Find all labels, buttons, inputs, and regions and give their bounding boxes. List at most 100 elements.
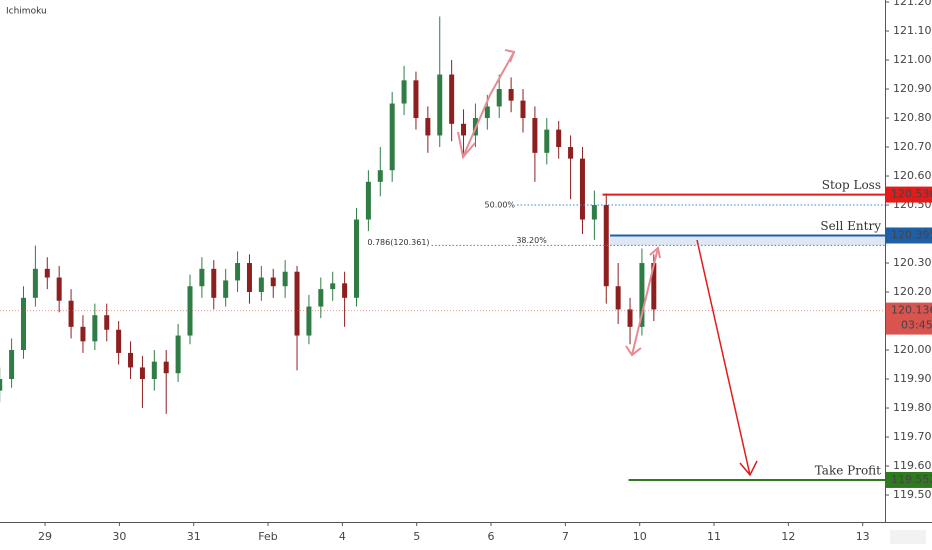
candle-body — [211, 268, 217, 298]
current-price-box — [886, 302, 932, 335]
pattern-arrow-head — [504, 49, 516, 63]
candle-body — [365, 181, 371, 220]
y-tick-label: 119.500 — [893, 488, 932, 501]
level-price: 120.395 — [891, 228, 932, 241]
fib-label: 38.20% — [516, 236, 547, 245]
countdown: 03:45 — [901, 319, 932, 332]
fib-label: 50.00% — [485, 201, 516, 210]
candle-body — [104, 315, 110, 330]
candle-body — [9, 350, 15, 380]
candle-body — [270, 277, 276, 287]
candle-body — [330, 283, 336, 290]
trade-arrow-head — [739, 460, 758, 477]
x-tick-label: Feb — [258, 530, 277, 543]
candle-body — [92, 315, 98, 342]
candle-body — [425, 118, 431, 136]
x-tick-label: 4 — [339, 530, 346, 543]
pattern-arrow — [462, 51, 515, 158]
candle-body — [413, 80, 419, 119]
candle-body — [579, 158, 585, 220]
y-tick-label: 120.200 — [893, 285, 932, 298]
level-name: Stop Loss — [822, 178, 881, 192]
candle-body — [246, 263, 252, 293]
candle-body — [282, 271, 288, 287]
y-tick-label: 120.600 — [893, 169, 932, 182]
level-price-box — [886, 227, 932, 244]
candle-body — [163, 361, 169, 374]
candle-body — [496, 89, 502, 107]
candle-body — [175, 335, 181, 374]
settings-button[interactable] — [890, 530, 926, 544]
trade-arrow-line — [696, 239, 751, 476]
candle-body — [318, 289, 324, 307]
level-name: Sell Entry — [820, 219, 881, 233]
candle-body — [401, 80, 407, 104]
entry-zone — [609, 235, 885, 246]
y-tick-label: 120.300 — [893, 256, 932, 269]
y-tick-label: 120.700 — [893, 140, 932, 153]
y-tick-label: 121.200 — [893, 0, 932, 8]
x-tick-label: 30 — [112, 530, 126, 543]
x-tick-label: 31 — [187, 530, 201, 543]
candle-body — [377, 170, 383, 182]
trade-arrow — [696, 239, 758, 477]
candle-body — [437, 74, 443, 136]
candle-body — [627, 309, 633, 327]
x-tick-label: 11 — [707, 530, 721, 543]
candle-body — [556, 129, 562, 148]
candle-body — [151, 361, 157, 380]
y-tick-label: 121.000 — [893, 53, 932, 66]
pattern-arrow-head — [457, 131, 476, 160]
candle-body — [508, 89, 514, 101]
fib-note: 0.786(120.361) — [367, 238, 429, 247]
candle-body — [0, 379, 3, 391]
x-tick-label: 10 — [633, 530, 647, 543]
pattern-arrow — [631, 247, 659, 356]
current-price: 120.136 — [891, 304, 932, 317]
level-price-box — [886, 471, 932, 488]
y-tick-label: 120.800 — [893, 111, 932, 124]
candle-body — [44, 268, 50, 278]
candle-body — [294, 271, 300, 336]
candle-body — [603, 205, 609, 287]
candle-body — [615, 286, 621, 310]
candle-body — [461, 123, 467, 136]
candle-body — [568, 147, 574, 159]
candle-body — [591, 205, 597, 220]
level-price-box — [886, 186, 932, 203]
y-tick-label: 119.700 — [893, 430, 932, 443]
pattern-arrow-head — [649, 246, 661, 259]
level-price: 120.536 — [891, 188, 932, 201]
candle-body — [258, 277, 264, 293]
candle-body — [235, 263, 241, 281]
candle-body — [520, 100, 526, 119]
x-tick-label: 6 — [488, 530, 495, 543]
level-name: Take Profit — [815, 463, 881, 477]
candle-body — [128, 352, 134, 368]
candle-body — [199, 268, 205, 287]
candle-body — [68, 300, 74, 327]
x-tick-label: 29 — [38, 530, 52, 543]
y-tick-label: 119.600 — [893, 459, 932, 472]
candle-body — [80, 326, 86, 342]
y-tick-label: 119.800 — [893, 401, 932, 414]
y-tick-label: 121.100 — [893, 24, 932, 37]
y-tick-label: 119.900 — [893, 372, 932, 385]
candle-body — [639, 263, 645, 327]
pattern-arrow-head — [625, 345, 642, 357]
candle-body — [306, 306, 312, 336]
x-tick-label: 5 — [413, 530, 420, 543]
candle-body — [20, 297, 26, 351]
x-tick-label: 12 — [781, 530, 795, 543]
candle-body — [139, 367, 145, 380]
candle-body — [353, 219, 359, 298]
candle-body — [32, 268, 38, 298]
candle-body — [389, 103, 395, 171]
x-tick-label: 7 — [562, 530, 569, 543]
candle-body — [651, 263, 657, 310]
candle-body — [544, 129, 550, 153]
candle-body — [342, 283, 348, 298]
plot-area — [0, 16, 657, 414]
